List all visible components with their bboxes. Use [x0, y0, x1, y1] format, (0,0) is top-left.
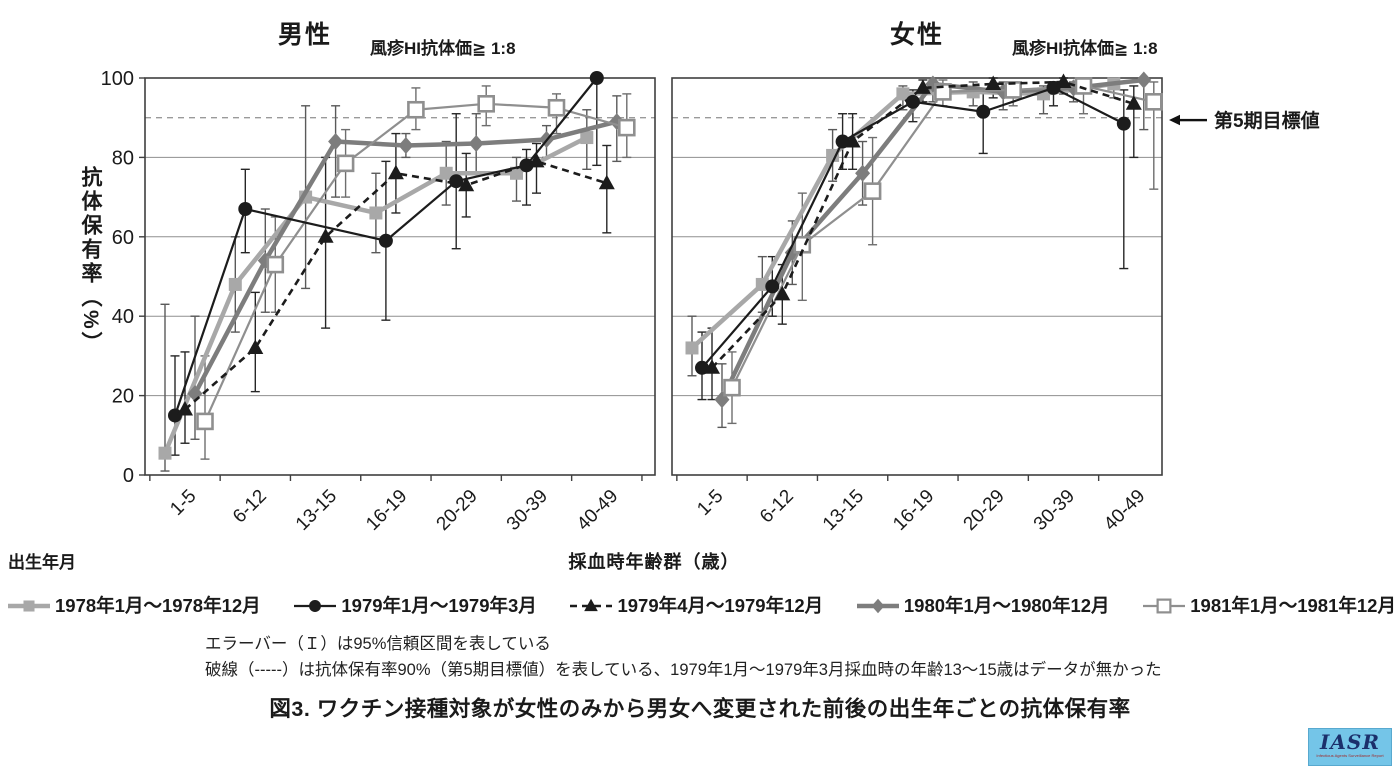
svg-text:20: 20 — [112, 386, 134, 408]
dual-line-chart-canvas: 0 20 40 60 80 100 1-5 6-12 13-15 16-19 20-29 30-39 4… — [101, 68, 1163, 535]
left-arrow-icon — [1169, 114, 1207, 125]
female-plot: 1-5 6-12 13-15 16-19 20-29 30-39 40-49 — [671, 71, 1163, 535]
svg-text:13-15: 13-15 — [292, 486, 341, 535]
male-chart-subtitle: 風疹HI抗体価≧ 1:8 — [370, 39, 516, 58]
series-2 — [177, 152, 615, 416]
series-1 — [695, 80, 1131, 375]
svg-text:6-12: 6-12 — [229, 486, 271, 528]
x-axis-title: 採血時年齢群（歳） — [568, 552, 740, 572]
svg-text:30-39: 30-39 — [1030, 486, 1079, 535]
iasr-logo-text: IASR — [1320, 730, 1380, 754]
footnote-errorbar: エラーバー（Ｉ）は95%信頼区間を表している — [205, 635, 551, 653]
svg-text:40-49: 40-49 — [573, 486, 622, 535]
svg-text:20-29: 20-29 — [433, 486, 482, 535]
legend-marker-open-square — [1141, 594, 1187, 616]
iasr-logo: IASR Infectious Agents Surveillance Repo… — [1308, 728, 1392, 766]
svg-text:6-12: 6-12 — [756, 486, 798, 528]
svg-text:1-5: 1-5 — [166, 486, 200, 520]
legend-label: 1980年1月～1980年12月 — [903, 595, 1110, 616]
footnotes: エラーバー（Ｉ）は95%信頼区間を表している 破線（-----）は抗体保有率90… — [205, 631, 1162, 683]
svg-text:16-19: 16-19 — [889, 486, 938, 535]
series-4 — [196, 95, 636, 431]
svg-text:13-15: 13-15 — [819, 486, 868, 535]
iasr-logo-subtext: Infectious Agents Surveillance Report — [1316, 753, 1384, 758]
svg-text:16-19: 16-19 — [362, 486, 411, 535]
male-chart-title: 男性 — [277, 21, 332, 49]
error-bars-series-1 — [170, 77, 602, 456]
legend-item-1978: 1978年1月～1978年12月 — [6, 592, 261, 618]
svg-text:20-29: 20-29 — [960, 486, 1009, 535]
legend-marker-filled-circle — [292, 594, 338, 616]
legend-item-1979-apr-dec: 1979年4月～1979年12月 — [568, 592, 823, 618]
error-bars-series-2 — [707, 77, 1139, 401]
target-line-annotation: 第5期目標値 — [1166, 106, 1320, 133]
female-chart-title: 女性 — [889, 21, 944, 49]
legend-label: 1979年4月～1979年12月 — [617, 595, 824, 616]
series-3 — [714, 71, 1152, 409]
svg-text:100: 100 — [101, 68, 134, 90]
svg-text:0: 0 — [123, 465, 134, 487]
legend-label: 1981年1月～1981年12月 — [1190, 595, 1396, 616]
legend: 1978年1月～1978年12月 1979年1月～1979年3月 1979年4月… — [6, 592, 1396, 618]
series-1 — [168, 71, 604, 423]
series-0 — [685, 77, 1121, 355]
svg-text:30-39: 30-39 — [503, 486, 552, 535]
svg-text:80: 80 — [112, 147, 134, 169]
female-chart-subtitle: 風疹HI抗体価≧ 1:8 — [1012, 39, 1158, 58]
series-2 — [704, 73, 1142, 374]
figure-caption: 図3. ワクチン接種対象が女性のみから男女へ変更された前後の出生年ごとの抗体保有… — [269, 697, 1131, 721]
legend-marker-filled-triangle — [568, 594, 614, 616]
target-line-label: 第5期目標値 — [1214, 111, 1320, 132]
footnote-dashline: 破線（-----）は抗体保有率90%（第5期目標値）を表している、1979年1月… — [205, 661, 1162, 679]
series-4 — [723, 77, 1163, 397]
legend-item-1981: 1981年1月～1981年12月 — [1141, 592, 1396, 618]
svg-text:1-5: 1-5 — [693, 486, 727, 520]
svg-text:60: 60 — [112, 227, 134, 249]
legend-title: 出生年月 — [8, 553, 76, 572]
svg-text:40: 40 — [112, 306, 134, 328]
error-bars-series-1 — [697, 81, 1129, 401]
y-axis-label: 抗体保有率（%） — [79, 166, 102, 356]
legend-marker-filled-square — [6, 594, 52, 616]
legend-item-1980: 1980年1月～1980年12月 — [855, 592, 1110, 618]
legend-item-1979-jan-mar: 1979年1月～1979年3月 — [292, 592, 537, 618]
legend-marker-filled-diamond — [855, 594, 901, 616]
male-plot: 0 20 40 60 80 100 1-5 6-12 13-15 16-19 20-29 30-39 4… — [101, 68, 656, 535]
legend-label: 1978年1月～1978年12月 — [55, 595, 261, 616]
series-0 — [158, 131, 594, 460]
svg-text:40-49: 40-49 — [1100, 486, 1149, 535]
legend-label: 1979年1月～1979年3月 — [341, 595, 537, 616]
